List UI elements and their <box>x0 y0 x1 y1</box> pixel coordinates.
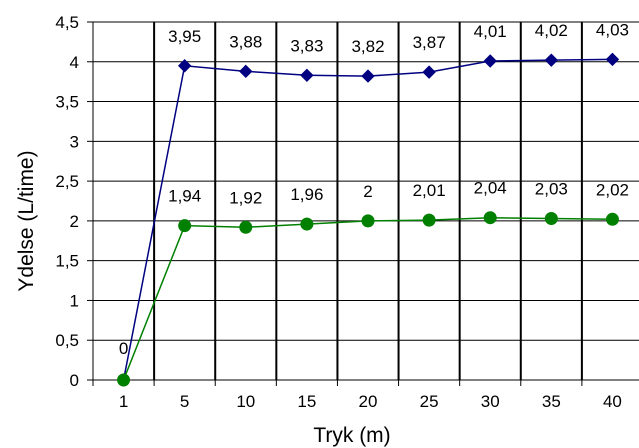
data-point-circle <box>300 217 314 231</box>
data-point-diamond <box>177 59 192 73</box>
y-tick-label: 2 <box>70 212 79 231</box>
data-label: 4,01 <box>474 22 507 41</box>
y-tick-label: 4,5 <box>55 13 79 32</box>
data-label: 1,96 <box>290 185 323 204</box>
data-label: 0 <box>119 339 128 358</box>
data-label: 3,87 <box>413 33 446 52</box>
data-label: 2,01 <box>413 181 446 200</box>
y-tick-label: 3,5 <box>55 93 79 112</box>
data-point-circle <box>117 373 131 387</box>
grid <box>93 21 639 380</box>
series-line <box>122 216 613 381</box>
y-axis-title: Ydelse (L/time) <box>15 150 38 291</box>
data-point-diamond <box>300 68 314 83</box>
y-tick-label: 0,5 <box>55 331 79 350</box>
x-axis-title: Tryk (m) <box>313 424 390 447</box>
y-tick-labels: 0 0,5 1 1,5 2 2,5 3 3,5 4 4,5 <box>55 13 79 390</box>
data-label: 3,88 <box>229 32 262 51</box>
data-point-diamond <box>239 64 253 79</box>
data-point-circle <box>483 211 497 225</box>
x-tick-label: 10 <box>236 392 255 411</box>
data-label: 2,03 <box>535 180 568 199</box>
x-tick-label: 15 <box>297 392 316 411</box>
data-point-diamond <box>483 54 497 68</box>
y-tick-label: 2,5 <box>55 172 79 191</box>
y-tick-label: 4 <box>70 53 79 72</box>
x-tick-label: 1 <box>119 392 128 411</box>
x-tick-label: 40 <box>603 392 622 411</box>
data-label: 2 <box>363 182 372 201</box>
x-tick-label: 5 <box>180 392 189 411</box>
data-point-circle <box>239 220 253 234</box>
y-tick-label: 3 <box>70 132 79 151</box>
data-point-circle <box>178 219 192 233</box>
data-point-diamond <box>544 53 559 67</box>
data-label: 2,04 <box>474 179 507 198</box>
data-point-diamond <box>422 65 436 79</box>
x-tick-label: 20 <box>359 392 378 411</box>
series-layer <box>116 52 620 387</box>
data-point-diamond <box>605 52 620 67</box>
data-label: 1,94 <box>168 187 201 206</box>
data-label: 3,95 <box>168 27 201 46</box>
data-label: 4,03 <box>596 20 629 39</box>
x-tick-labels: 1 5 10 15 20 25 30 35 40 <box>119 392 622 411</box>
data-point-circle <box>361 214 375 228</box>
axes <box>87 21 639 386</box>
data-label: 3,83 <box>290 36 323 55</box>
y-tick-label: 1,5 <box>55 252 79 271</box>
data-point-circle <box>422 213 436 227</box>
data-point-circle <box>544 212 558 226</box>
x-tick-label: 25 <box>420 392 439 411</box>
data-label: 4,02 <box>535 21 568 40</box>
data-labels: 3,95 3,88 3,83 3,82 3,87 4,01 4,02 4,03 0 1,94 1,9… <box>119 20 629 358</box>
y-tick-label: 1 <box>70 291 79 310</box>
data-point-circle <box>605 212 619 226</box>
data-label: 2,02 <box>596 180 629 199</box>
data-label: 3,82 <box>351 37 384 56</box>
x-tick-label: 30 <box>481 392 500 411</box>
y-tick-label: 0 <box>70 371 79 390</box>
data-point-diamond <box>361 69 375 83</box>
x-tick-label: 35 <box>542 392 561 411</box>
data-label: 1,92 <box>229 188 262 207</box>
